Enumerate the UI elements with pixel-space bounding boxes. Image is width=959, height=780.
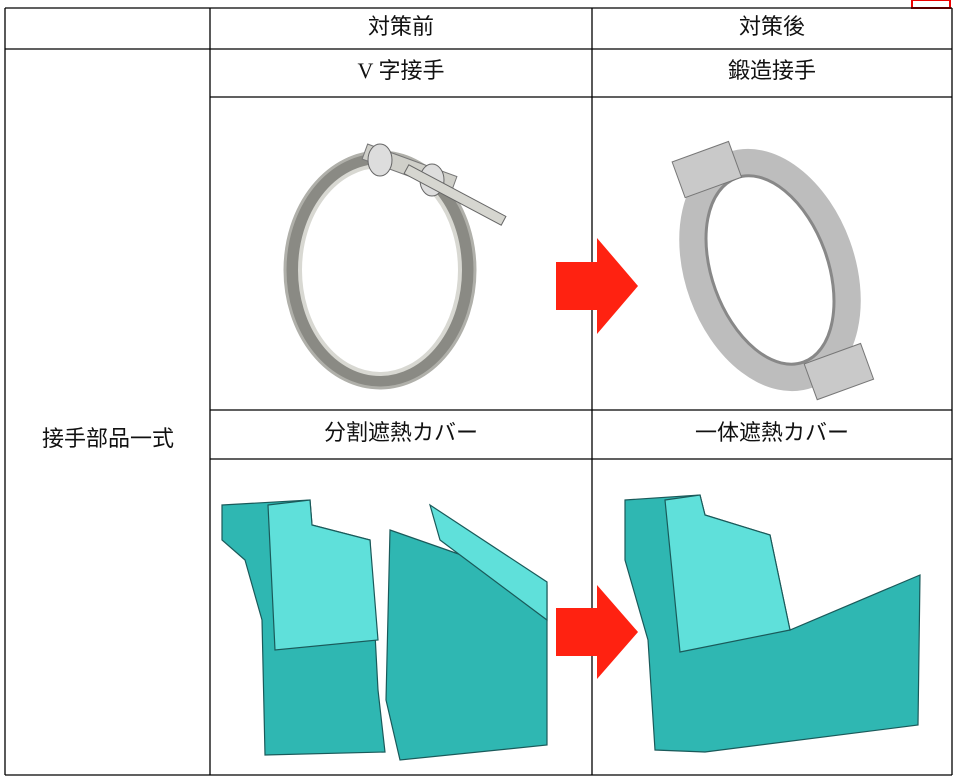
cell: V 字接手 xyxy=(358,58,445,83)
arrow xyxy=(556,585,638,679)
table-grid xyxy=(4,7,953,776)
cell: 一体遮熱カバー xyxy=(695,420,849,445)
row-label: 接手部品一式 xyxy=(42,426,174,451)
forged-joint-image xyxy=(671,140,875,401)
header-cell: 対策後 xyxy=(739,14,805,39)
red-tag xyxy=(911,0,951,9)
arrow xyxy=(556,238,638,334)
cell: 分割遮熱カバー xyxy=(324,420,478,445)
cell: 鍛造接手 xyxy=(728,58,816,83)
header-cell: 対策前 xyxy=(368,14,434,39)
split-cover-image xyxy=(221,499,548,761)
v-clamp-image xyxy=(283,143,507,390)
one-piece-cover-image xyxy=(624,494,921,753)
